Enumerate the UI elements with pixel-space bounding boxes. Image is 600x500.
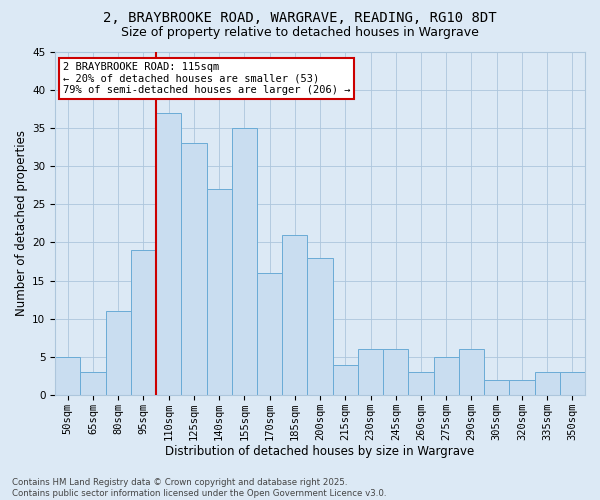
Bar	[80, 372, 106, 395]
X-axis label: Distribution of detached houses by size in Wargrave: Distribution of detached houses by size …	[166, 444, 475, 458]
Text: Size of property relative to detached houses in Wargrave: Size of property relative to detached ho…	[121, 26, 479, 39]
Bar	[434, 357, 459, 395]
Y-axis label: Number of detached properties: Number of detached properties	[15, 130, 28, 316]
Bar	[560, 372, 585, 395]
Text: Contains HM Land Registry data © Crown copyright and database right 2025.
Contai: Contains HM Land Registry data © Crown c…	[12, 478, 386, 498]
Bar	[282, 235, 307, 395]
Bar	[156, 112, 181, 395]
Bar	[459, 350, 484, 395]
Bar	[535, 372, 560, 395]
Bar	[332, 364, 358, 395]
Bar	[509, 380, 535, 395]
Bar	[307, 258, 332, 395]
Bar	[106, 311, 131, 395]
Bar	[55, 357, 80, 395]
Text: 2 BRAYBROOKE ROAD: 115sqm
← 20% of detached houses are smaller (53)
79% of semi-: 2 BRAYBROOKE ROAD: 115sqm ← 20% of detac…	[63, 62, 350, 95]
Bar	[206, 189, 232, 395]
Bar	[358, 350, 383, 395]
Bar	[383, 350, 409, 395]
Bar	[484, 380, 509, 395]
Bar	[232, 128, 257, 395]
Bar	[131, 250, 156, 395]
Bar	[257, 273, 282, 395]
Bar	[181, 143, 206, 395]
Bar	[409, 372, 434, 395]
Text: 2, BRAYBROOKE ROAD, WARGRAVE, READING, RG10 8DT: 2, BRAYBROOKE ROAD, WARGRAVE, READING, R…	[103, 12, 497, 26]
